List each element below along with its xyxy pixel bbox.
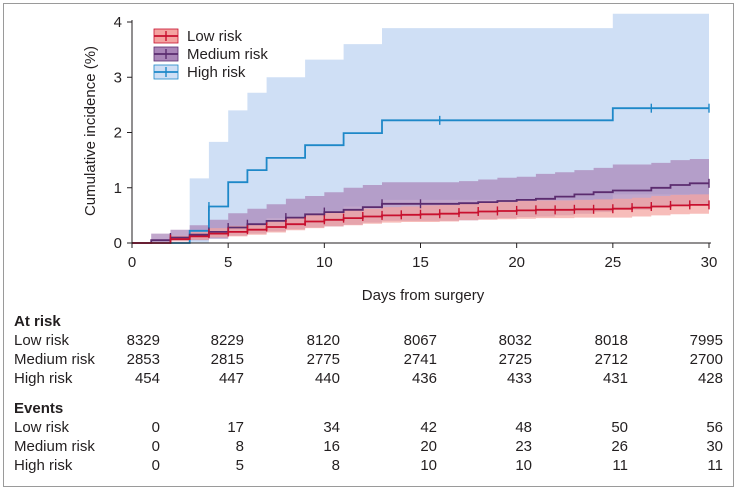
- x-tick-label: 10: [316, 254, 333, 271]
- x-tick-label: 20: [508, 254, 525, 271]
- x-tick-label: 15: [412, 254, 429, 271]
- y-tick-label: 3: [114, 69, 122, 86]
- legend-label-high-risk: High risk: [187, 64, 246, 81]
- x-tick-label: 5: [224, 254, 232, 271]
- y-axis-label: Cumulative incidence (%): [82, 46, 99, 216]
- line-high-risk: [132, 107, 709, 244]
- x-tick-label: 0: [128, 254, 136, 271]
- x-tick-label: 30: [701, 254, 718, 271]
- y-tick-label: 0: [114, 235, 122, 252]
- figure-frame: [3, 3, 734, 487]
- y-tick-label: 1: [114, 180, 122, 197]
- censor-marks: [169, 103, 710, 244]
- legend-label-medium-risk: Medium risk: [187, 46, 268, 63]
- x-tick-label: 25: [604, 254, 621, 271]
- y-tick-label: 2: [114, 125, 122, 142]
- x-axis-label: Days from surgery: [362, 287, 485, 304]
- y-tick-label: 4: [114, 14, 122, 31]
- axes: 0 5 10 15 20 25 30 0 1 2 3 4: [114, 14, 718, 271]
- legend-label-low-risk: Low risk: [187, 28, 243, 45]
